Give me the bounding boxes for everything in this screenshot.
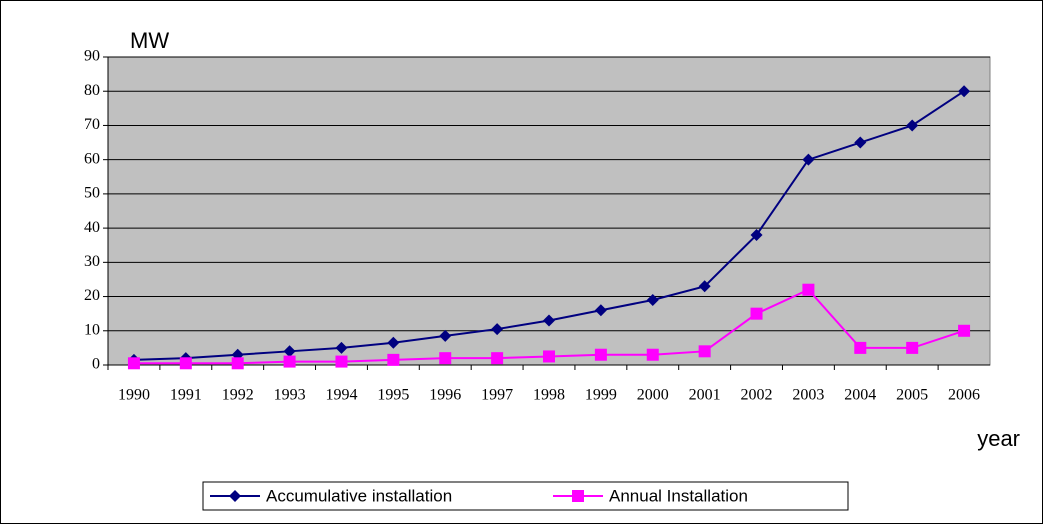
point <box>594 348 607 361</box>
point <box>698 345 711 358</box>
x-tick-label: 1991 <box>170 387 202 404</box>
point <box>543 350 555 363</box>
point <box>491 352 504 365</box>
point <box>491 323 504 336</box>
x-tick-label: 1999 <box>585 387 617 404</box>
point <box>439 352 452 365</box>
point <box>439 329 452 342</box>
legend-marker <box>229 490 241 502</box>
legend-label: Accumulative installation <box>266 486 452 505</box>
legend-marker <box>572 490 584 502</box>
x-tick-label: 2000 <box>637 387 669 404</box>
point <box>594 304 607 317</box>
x-tick-label: 2004 <box>844 387 876 404</box>
x-tick-label: 2001 <box>689 387 721 404</box>
point <box>698 280 711 293</box>
x-tick-label: 2005 <box>896 387 928 404</box>
point <box>646 293 659 306</box>
x-tick-label: 1990 <box>118 387 150 404</box>
point <box>958 324 971 337</box>
point <box>802 283 815 296</box>
point <box>646 348 659 361</box>
y-tick-label: 60 <box>84 150 100 167</box>
point <box>387 336 400 349</box>
point <box>854 136 867 149</box>
x-tick-label: 2006 <box>948 387 980 404</box>
point <box>335 355 348 368</box>
y-tick-label: 30 <box>84 253 100 270</box>
point <box>750 307 763 320</box>
y-tick-label: 50 <box>84 185 100 202</box>
y-tick-label: 0 <box>92 356 100 373</box>
point <box>387 353 400 366</box>
point <box>283 355 296 368</box>
x-tick-label: 2003 <box>792 387 824 404</box>
x-tick-label: 1994 <box>325 387 357 404</box>
x-axis-label: year <box>977 426 1020 451</box>
x-tick-label: 1992 <box>222 387 254 404</box>
point <box>543 314 555 327</box>
point <box>179 357 192 370</box>
y-tick-label: 90 <box>84 48 100 65</box>
point <box>750 228 763 241</box>
y-tick-label: 80 <box>84 82 100 99</box>
point <box>802 153 815 166</box>
x-tick-label: 1997 <box>481 387 513 404</box>
x-tick-label: 2002 <box>741 387 773 404</box>
point <box>127 357 140 370</box>
legend-label: Annual Installation <box>609 486 748 505</box>
point <box>283 345 296 358</box>
point <box>231 357 244 370</box>
plot-area <box>107 56 991 366</box>
y-tick-label: 40 <box>84 219 100 236</box>
y-axis-label: MW <box>130 28 169 53</box>
y-tick-label: 20 <box>84 287 100 304</box>
point <box>854 341 867 354</box>
x-tick-label: 1993 <box>274 387 306 404</box>
y-tick-label: 10 <box>84 321 100 338</box>
y-tick-label: 70 <box>84 116 100 133</box>
x-tick-label: 1998 <box>533 387 565 404</box>
point <box>906 341 919 354</box>
x-tick-label: 1996 <box>429 387 461 404</box>
point <box>335 341 348 354</box>
x-tick-label: 1995 <box>377 387 409 404</box>
point <box>906 119 919 132</box>
legend <box>202 481 849 511</box>
point <box>958 85 971 98</box>
